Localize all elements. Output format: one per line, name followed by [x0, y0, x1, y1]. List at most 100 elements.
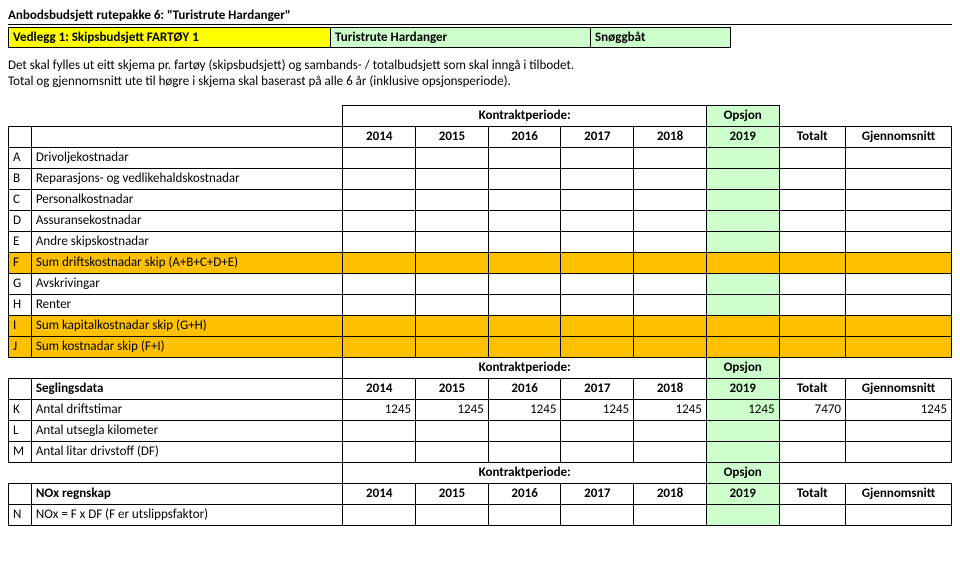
row-label: Sum kapitalkostnadar skip (G+H): [31, 315, 343, 336]
row-label: Seglingsdata: [31, 378, 343, 399]
year-2019: 2019: [706, 126, 779, 147]
cell-avg: [846, 504, 952, 525]
cell-avg: [846, 210, 952, 231]
header-table: Vedlegg 1: Skipsbudsjett FARTØY 1 Turist…: [8, 27, 952, 48]
row-label: Avskrivingar: [31, 273, 343, 294]
cell: [416, 210, 489, 231]
sp: [9, 357, 32, 378]
cell: [416, 420, 489, 441]
cell-avg: [846, 147, 952, 168]
cell: [416, 168, 489, 189]
year-2018: 2018: [634, 378, 707, 399]
cell: [561, 273, 634, 294]
row-label: Antal litar drivstoff (DF): [31, 441, 343, 462]
intro-text: Det skal fylles ut eitt skjema pr. fartø…: [8, 58, 952, 91]
intro-line1: Det skal fylles ut eitt skjema pr. fartø…: [8, 58, 952, 74]
row-code: B: [9, 168, 32, 189]
row-label: Drivoljekostnadar: [31, 147, 343, 168]
cell: [634, 504, 707, 525]
cell-total: [779, 315, 845, 336]
cell: [488, 441, 561, 462]
cell-total: [779, 273, 845, 294]
cell: [561, 504, 634, 525]
cell: [343, 504, 416, 525]
kontraktperiode-label: Kontraktperiode:: [343, 462, 706, 483]
sp: [9, 462, 32, 483]
cell: [634, 231, 707, 252]
cell: [706, 168, 779, 189]
cell: [343, 231, 416, 252]
opsjon-label: Opsjon: [706, 105, 779, 126]
cell-total: [779, 420, 845, 441]
cell: [343, 168, 416, 189]
row-code: L: [9, 420, 32, 441]
sp: [31, 462, 343, 483]
kontraktperiode-label: Kontraktperiode:: [343, 357, 706, 378]
cell-total: [779, 336, 845, 357]
header-spacer: [731, 28, 953, 48]
year-2019: 2019: [706, 378, 779, 399]
sp: [846, 357, 952, 378]
row-label: Andre skipskostnadar: [31, 231, 343, 252]
budget-table: Kontraktperiode:Opsjon201420152016201720…: [8, 105, 952, 526]
cell: [706, 504, 779, 525]
sp: [31, 357, 343, 378]
cell: [561, 336, 634, 357]
cell: [634, 168, 707, 189]
row-label: Reparasjons- og vedlikehaldskostnadar: [31, 168, 343, 189]
cell-avg: [846, 336, 952, 357]
cell-avg: [846, 168, 952, 189]
cell: [634, 147, 707, 168]
cell: [634, 294, 707, 315]
cell-total: [779, 294, 845, 315]
cell: [488, 252, 561, 273]
opsjon-label: Opsjon: [706, 357, 779, 378]
cell: [416, 294, 489, 315]
cell: [634, 210, 707, 231]
cell-avg: [846, 189, 952, 210]
sp: [846, 462, 952, 483]
row-label: Sum kostnadar skip (F+I): [31, 336, 343, 357]
cell: [343, 441, 416, 462]
sp: [779, 462, 845, 483]
code-cell: [9, 126, 32, 147]
gjennomsnitt-label: Gjennomsnitt: [846, 378, 952, 399]
cell: [343, 273, 416, 294]
totalt-label: Totalt: [779, 378, 845, 399]
row-label: Antal utsegla kilometer: [31, 420, 343, 441]
row-code: K: [9, 399, 32, 420]
header-type: Snøggbåt: [591, 28, 731, 48]
code-cell: [9, 378, 32, 399]
cell: [561, 147, 634, 168]
cell: [706, 294, 779, 315]
cell: [706, 189, 779, 210]
sp: [31, 105, 343, 126]
cell: [343, 294, 416, 315]
cell: [488, 210, 561, 231]
year-2017: 2017: [561, 126, 634, 147]
cell: [634, 420, 707, 441]
cell: [706, 315, 779, 336]
row-label: Sum driftskostnadar skip (A+B+C+D+E): [31, 252, 343, 273]
cell-avg: [846, 315, 952, 336]
cell: [706, 147, 779, 168]
year-2016: 2016: [488, 378, 561, 399]
row-label: NOx = F x DF (F er utslippsfaktor): [31, 504, 343, 525]
intro-line2: Total og gjennomsnitt ute til høgre i sk…: [8, 74, 952, 90]
year-2016: 2016: [488, 483, 561, 504]
cell: [416, 504, 489, 525]
cell: [488, 231, 561, 252]
year-2017: 2017: [561, 483, 634, 504]
cell: 1245: [706, 399, 779, 420]
cell: [561, 420, 634, 441]
cell-total: 7470: [779, 399, 845, 420]
row-label: NOx regnskap: [31, 483, 343, 504]
opsjon-label: Opsjon: [706, 462, 779, 483]
year-2015: 2015: [416, 126, 489, 147]
cell: [706, 441, 779, 462]
year-2017: 2017: [561, 378, 634, 399]
sp: [779, 105, 845, 126]
cell-total: [779, 189, 845, 210]
cell: [488, 420, 561, 441]
row-code: F: [9, 252, 32, 273]
